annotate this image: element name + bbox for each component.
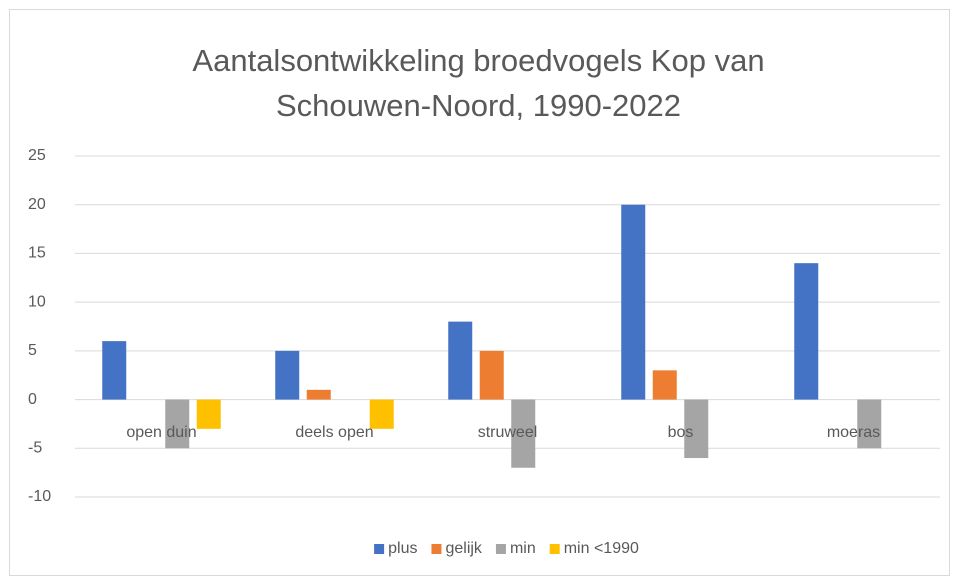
x-tick-label: bos [668, 424, 694, 441]
x-tick-label: deels open [295, 424, 373, 441]
legend-label: min [510, 540, 536, 557]
y-tick-label: -10 [28, 488, 51, 505]
legend-swatch [495, 544, 506, 554]
bar [165, 399, 190, 449]
bar [684, 399, 709, 459]
bar [794, 263, 819, 400]
legend-swatch [374, 544, 385, 554]
bar [275, 350, 300, 400]
x-tick-label: open duin [126, 424, 196, 441]
legend-label: plus [388, 540, 417, 557]
bar [102, 341, 127, 400]
legend-swatch [431, 544, 442, 554]
legend-swatch [549, 544, 560, 554]
bar [857, 399, 882, 449]
x-tick-label: moeras [827, 424, 880, 441]
bar [306, 389, 331, 400]
legend-label: min <1990 [564, 540, 639, 557]
bar [652, 370, 677, 400]
bar [511, 399, 536, 468]
y-tick-label: 10 [28, 293, 46, 310]
bar [448, 321, 473, 400]
bar [479, 350, 504, 400]
y-tick-label: 0 [28, 391, 37, 408]
chart-title: Aantalsontwikkeling broedvogels Kop van … [192, 43, 765, 123]
chart-border [9, 9, 950, 576]
legend-label: gelijk [445, 540, 482, 557]
bar [621, 204, 646, 400]
y-tick-label: 5 [28, 342, 37, 359]
x-tick-label: struweel [478, 424, 538, 441]
y-tick-label: -5 [28, 440, 42, 457]
bar [196, 399, 221, 429]
y-tick-label: 25 [28, 147, 46, 164]
y-tick-label: 20 [28, 196, 46, 213]
bar [369, 399, 394, 429]
y-tick-label: 15 [28, 245, 46, 262]
